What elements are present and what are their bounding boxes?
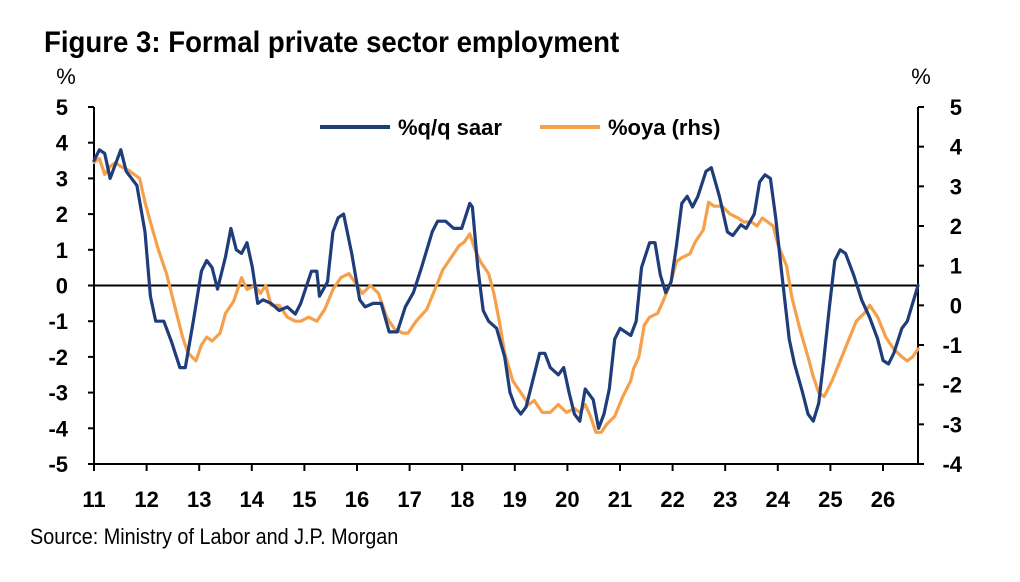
x-tick-label: 13 bbox=[187, 487, 211, 512]
x-tick-label: 17 bbox=[397, 487, 421, 512]
series-line-qq bbox=[92, 148, 920, 430]
x-tick-label: 20 bbox=[555, 487, 579, 512]
x-tick-label: 22 bbox=[660, 487, 684, 512]
right-axis-ticks: 5 4 3 2 1 0 -1 -2 -3 -4 bbox=[918, 95, 963, 477]
x-tick-label: 15 bbox=[292, 487, 316, 512]
right-tick-label: 1 bbox=[950, 254, 962, 279]
left-tick-label: -4 bbox=[48, 416, 68, 441]
right-tick-label: 5 bbox=[950, 95, 962, 120]
chart-title: Figure 3: Formal private sector employme… bbox=[44, 26, 620, 59]
right-axis-unit: % bbox=[911, 64, 931, 89]
x-tick-label: 25 bbox=[818, 487, 842, 512]
right-tick-label: 0 bbox=[950, 293, 962, 318]
right-tick-label: -2 bbox=[942, 373, 962, 398]
x-tick-label: 14 bbox=[240, 487, 265, 512]
series-layer bbox=[92, 148, 920, 434]
x-tick-label: 16 bbox=[345, 487, 369, 512]
left-tick-label: 2 bbox=[56, 202, 68, 227]
x-tick-label: 12 bbox=[134, 487, 158, 512]
chart-legend: %q/q saar %oya (rhs) bbox=[320, 115, 720, 140]
left-tick-label: -2 bbox=[48, 345, 68, 370]
legend-label: %q/q saar bbox=[398, 115, 502, 140]
x-tick-label: 11 bbox=[82, 487, 105, 512]
right-tick-label: -4 bbox=[942, 452, 962, 477]
source-note: Source: Ministry of Labor and J.P. Morga… bbox=[30, 524, 399, 549]
x-tick-label: 23 bbox=[713, 487, 737, 512]
right-tick-label: 3 bbox=[950, 174, 962, 199]
x-axis-ticks: 11 12 13 14 15 16 17 18 19 20 21 22 23 24 25 26 bbox=[82, 464, 895, 512]
left-tick-label: -3 bbox=[48, 381, 68, 406]
x-tick-label: 26 bbox=[871, 487, 895, 512]
right-tick-label: -3 bbox=[942, 412, 962, 437]
left-tick-label: 4 bbox=[56, 131, 69, 156]
left-tick-label: 5 bbox=[56, 95, 68, 120]
x-tick-label: 21 bbox=[608, 487, 632, 512]
left-axis-ticks: 5 4 3 2 1 0 -1 -2 -3 -4 -5 bbox=[48, 95, 94, 477]
left-tick-label: 1 bbox=[56, 238, 68, 263]
series-line-oya bbox=[92, 157, 920, 434]
left-axis-unit: % bbox=[56, 64, 76, 89]
left-tick-label: -5 bbox=[48, 452, 68, 477]
right-tick-label: 4 bbox=[950, 135, 963, 160]
x-tick-label: 18 bbox=[450, 487, 474, 512]
left-tick-label: 0 bbox=[56, 274, 68, 299]
x-tick-label: 19 bbox=[503, 487, 527, 512]
left-tick-label: -1 bbox=[48, 309, 68, 334]
left-tick-label: 3 bbox=[56, 166, 68, 191]
right-tick-label: 2 bbox=[950, 214, 962, 239]
right-tick-label: -1 bbox=[942, 333, 962, 358]
legend-label: %oya (rhs) bbox=[608, 115, 720, 140]
x-tick-label: 24 bbox=[766, 487, 791, 512]
